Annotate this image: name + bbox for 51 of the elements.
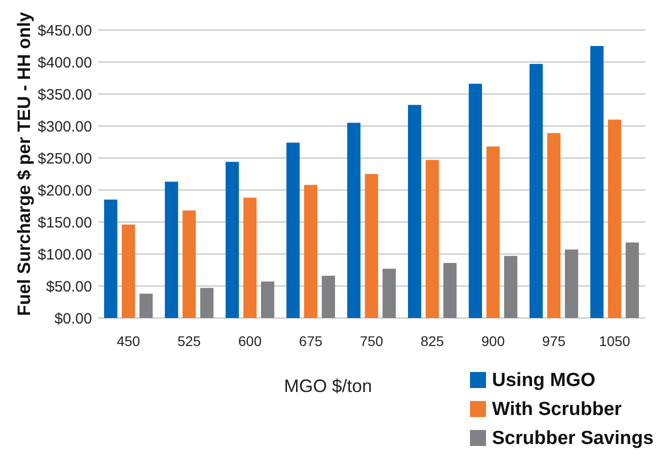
x-tick-label: 750	[360, 333, 384, 349]
bar	[504, 256, 518, 318]
bar	[286, 142, 300, 318]
x-tick-label: 825	[420, 333, 444, 349]
bar	[226, 162, 239, 318]
y-tick-label: $200.00	[38, 182, 92, 200]
bar	[243, 198, 257, 318]
legend-label: Scrubber Savings	[492, 428, 654, 449]
bar	[182, 210, 196, 318]
y-tick-label: $0.00	[54, 310, 92, 328]
x-tick-label: 900	[481, 333, 505, 349]
bar	[139, 294, 153, 318]
bar	[608, 120, 622, 318]
bar	[443, 262, 457, 318]
x-tick-label: 975	[542, 333, 566, 349]
bar	[626, 242, 639, 318]
bar	[468, 84, 482, 318]
x-tick-label: 525	[177, 333, 202, 349]
bar	[547, 133, 560, 318]
x-tick-label: 600	[238, 333, 262, 349]
bar	[322, 276, 336, 318]
bar	[122, 224, 136, 318]
y-tick-label: $350.00	[38, 86, 92, 104]
bar	[564, 250, 578, 318]
bar	[486, 146, 500, 318]
legend-label: Using MGO	[492, 370, 596, 391]
x-tick-label: 675	[299, 333, 323, 349]
bar	[530, 64, 543, 318]
x-tick-label: 450	[116, 333, 140, 349]
legend-label: With Scrubber	[492, 399, 622, 420]
y-tick-label: $450.00	[38, 22, 92, 40]
bar	[364, 174, 378, 318]
y-tick-label: $250.00	[38, 150, 92, 168]
x-axis-title: MGO $/ton	[284, 376, 372, 396]
bar	[304, 184, 318, 318]
y-tick-label: $400.00	[38, 54, 92, 72]
y-axis-title: Fuel Surcharge $ per TEU - HH only	[14, 12, 34, 316]
x-tick-label: 1050	[599, 333, 630, 349]
bar	[590, 46, 604, 318]
y-tick-label: $300.00	[38, 118, 92, 136]
y-tick-label: $100.00	[38, 246, 92, 264]
bar	[200, 288, 214, 318]
y-tick-label: $150.00	[38, 214, 92, 232]
y-tick-label: $50.00	[46, 278, 92, 296]
bar	[347, 122, 360, 318]
bar	[104, 200, 118, 318]
bar	[382, 268, 396, 318]
bar	[426, 160, 439, 318]
bar	[164, 182, 178, 318]
bar	[408, 104, 422, 318]
bar	[260, 282, 274, 318]
